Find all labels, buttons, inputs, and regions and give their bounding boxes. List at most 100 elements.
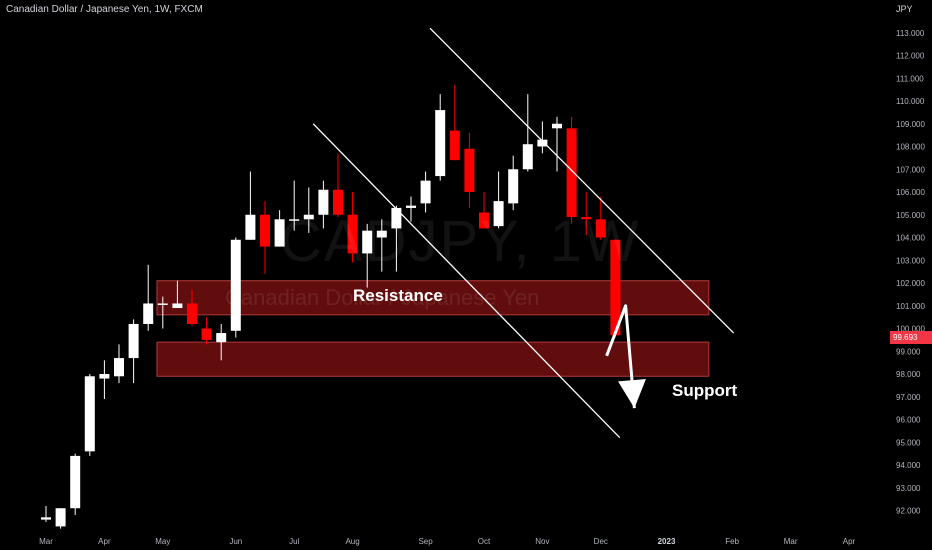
chart-title: Canadian Dollar / Japanese Yen, 1W, FXCM bbox=[6, 4, 203, 15]
candle bbox=[464, 132, 475, 208]
x-tick-label: Apr bbox=[98, 537, 111, 546]
candle bbox=[260, 201, 270, 274]
y-tick-label: 113.000 bbox=[896, 29, 925, 38]
candle-body bbox=[479, 212, 489, 229]
x-tick-label: Feb bbox=[725, 537, 739, 546]
candle-body bbox=[201, 328, 212, 340]
candle bbox=[391, 205, 402, 272]
candle bbox=[610, 239, 621, 338]
candle bbox=[70, 453, 81, 516]
candle bbox=[449, 85, 460, 161]
candle bbox=[508, 155, 519, 211]
y-tick-label: 104.000 bbox=[896, 234, 925, 243]
y-tick-label: 97.000 bbox=[896, 393, 921, 402]
candle-body bbox=[333, 189, 343, 215]
y-tick-label: 100.000 bbox=[896, 325, 925, 334]
resistance-label: Resistance bbox=[353, 286, 443, 305]
y-tick-label: 96.000 bbox=[896, 416, 921, 425]
candle-body bbox=[114, 358, 124, 377]
candle bbox=[274, 210, 285, 247]
x-tick-label: Nov bbox=[535, 537, 549, 546]
candle bbox=[245, 171, 256, 240]
y-tick-label: 101.000 bbox=[896, 302, 925, 311]
candle-body bbox=[362, 230, 373, 254]
candle bbox=[128, 319, 139, 384]
candle bbox=[406, 196, 416, 222]
candle-body bbox=[449, 130, 460, 161]
x-tick-label: Jul bbox=[289, 537, 299, 546]
y-tick-label: 105.000 bbox=[896, 211, 925, 220]
candle-body bbox=[493, 201, 504, 227]
candle bbox=[333, 153, 343, 218]
candle-body bbox=[420, 180, 431, 204]
candle bbox=[41, 505, 51, 522]
candle bbox=[84, 374, 95, 456]
last-price-badge: 99.693 bbox=[890, 331, 932, 344]
candle-body bbox=[376, 230, 387, 238]
candle-body bbox=[216, 333, 227, 343]
candle bbox=[201, 317, 212, 345]
support-zone bbox=[156, 341, 710, 377]
candle bbox=[493, 171, 504, 229]
x-tick-label: Oct bbox=[478, 537, 491, 546]
candle-body bbox=[610, 239, 621, 336]
candle-body bbox=[347, 214, 358, 254]
watermark-symbol: CADJPY, 1W bbox=[280, 209, 641, 274]
support-label: Support bbox=[672, 381, 738, 400]
candle-body bbox=[566, 128, 577, 218]
y-tick-label: 94.000 bbox=[896, 461, 921, 470]
candle bbox=[230, 237, 241, 338]
upper-channel-line bbox=[429, 27, 735, 334]
candle bbox=[157, 296, 168, 329]
candle bbox=[187, 289, 197, 327]
y-tick-label: 112.000 bbox=[896, 52, 925, 61]
candle bbox=[289, 180, 300, 231]
axis-unit-label: JPY bbox=[896, 4, 913, 14]
candle-body bbox=[70, 455, 81, 509]
candle bbox=[362, 223, 373, 288]
candle-body bbox=[289, 219, 300, 221]
candle bbox=[99, 360, 110, 400]
lower-channel-line bbox=[312, 123, 621, 439]
candle-body bbox=[508, 169, 519, 204]
y-tick-label: 110.000 bbox=[896, 97, 925, 106]
candle-layer bbox=[41, 85, 621, 529]
candle-body bbox=[537, 139, 548, 147]
candle-body bbox=[318, 189, 329, 215]
x-tick-label: Sep bbox=[418, 537, 433, 546]
candle bbox=[55, 508, 66, 529]
watermark-name: Canadian Dollar / Japanese Yen bbox=[225, 285, 540, 310]
candle-body bbox=[157, 303, 168, 305]
y-tick-label: 102.000 bbox=[896, 279, 925, 288]
candle bbox=[552, 116, 562, 172]
candle-body bbox=[464, 148, 475, 192]
candle bbox=[347, 192, 358, 263]
y-tick-label: 103.000 bbox=[896, 256, 925, 265]
x-tick-label: Mar bbox=[784, 537, 798, 546]
candle bbox=[114, 344, 124, 384]
candle bbox=[143, 264, 154, 331]
candle bbox=[595, 196, 606, 240]
candle-body bbox=[172, 303, 183, 309]
candle-body bbox=[406, 205, 416, 208]
candle-body bbox=[391, 207, 402, 229]
candle bbox=[303, 187, 314, 233]
x-tick-label: Aug bbox=[345, 537, 359, 546]
y-tick-label: 92.000 bbox=[896, 507, 921, 516]
forecast-path bbox=[605, 304, 636, 409]
candle-body bbox=[303, 214, 314, 220]
candle-body bbox=[595, 219, 606, 238]
candle-body bbox=[128, 323, 139, 359]
candle bbox=[581, 192, 592, 236]
candle bbox=[435, 94, 446, 181]
x-tick-label: Apr bbox=[843, 537, 856, 546]
trend-line-layer bbox=[312, 27, 735, 439]
y-tick-label: 95.000 bbox=[896, 438, 921, 447]
y-tick-label: 93.000 bbox=[896, 484, 921, 493]
candle bbox=[420, 171, 431, 213]
candle bbox=[216, 323, 227, 361]
candle-body bbox=[245, 214, 256, 240]
y-tick-label: 109.000 bbox=[896, 120, 925, 129]
y-tick-label: 111.000 bbox=[896, 74, 924, 83]
